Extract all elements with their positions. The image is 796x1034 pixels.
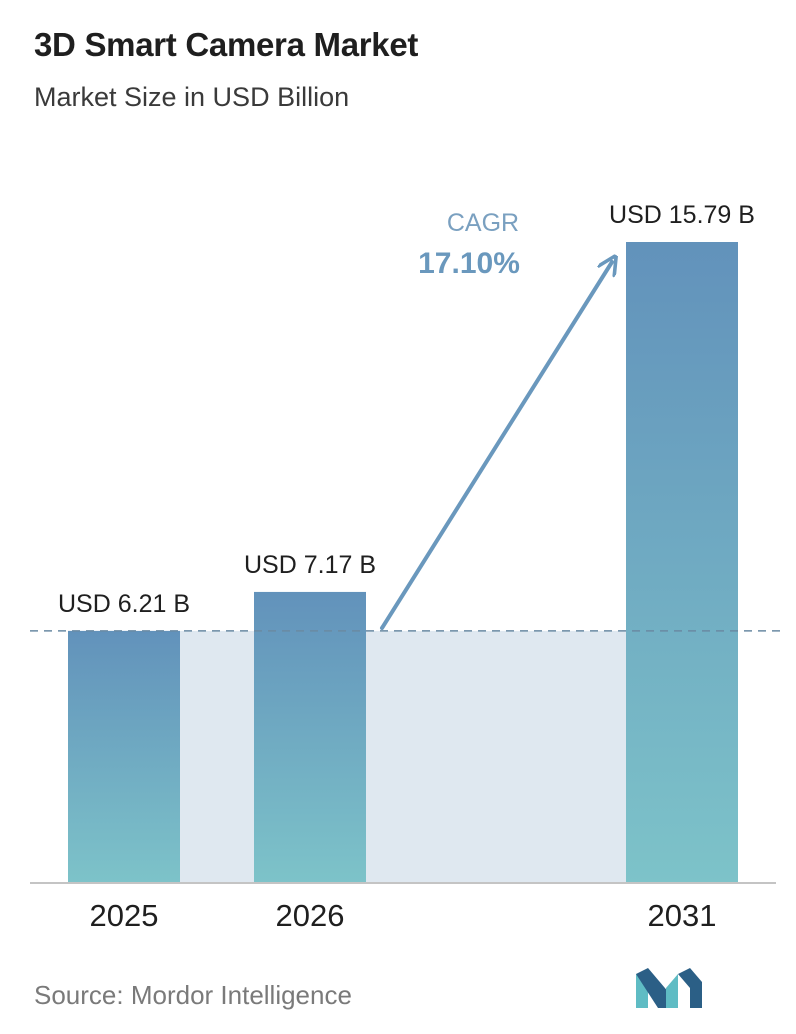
data-label-2025: USD 6.21 B	[58, 590, 190, 618]
cagr-value: 17.10%	[418, 247, 520, 280]
bar-2025	[68, 630, 180, 883]
cagr-label: CAGR	[447, 209, 519, 237]
source-note: Source: Mordor Intelligence	[34, 980, 352, 1010]
cagr-arrow	[380, 262, 612, 630]
x-tick-label-2025: 2025	[90, 898, 159, 933]
chart-title: 3D Smart Camera Market	[34, 26, 419, 63]
data-label-2031: USD 15.79 B	[609, 201, 755, 229]
x-tick-label-2026: 2026	[276, 898, 345, 933]
data-label-2026: USD 7.17 B	[244, 551, 376, 579]
bar-2026	[254, 591, 366, 883]
chart-subtitle: Market Size in USD Billion	[34, 82, 350, 112]
x-tick-label-2031: 2031	[648, 898, 717, 933]
bar-chart: USD 6.21 B 2025 USD 7.17 B 2026 USD 15.79 B 2…	[30, 201, 782, 933]
bar-2031	[626, 242, 738, 883]
mordor-intelligence-logo	[636, 968, 702, 1008]
